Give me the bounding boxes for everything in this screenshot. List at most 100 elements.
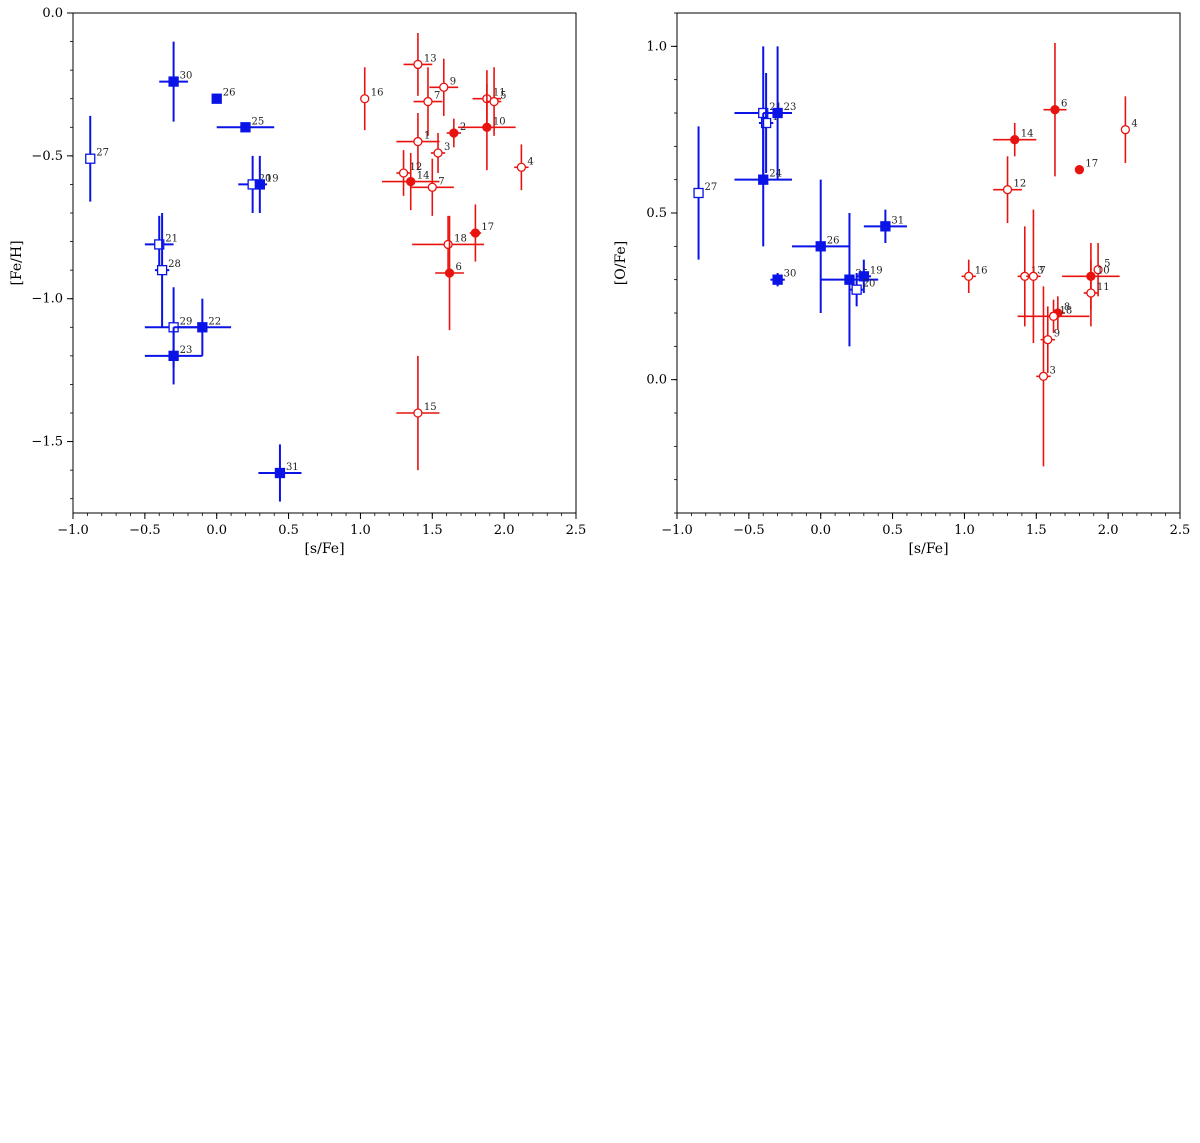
point-label: 24	[769, 169, 782, 180]
circle-marker	[444, 268, 455, 278]
y-tick-label: 0.0	[42, 6, 63, 21]
point-label: 14	[417, 171, 430, 182]
circle-marker	[413, 136, 423, 147]
square-marker	[197, 322, 208, 333]
x-tick-label: 1.5	[422, 523, 443, 538]
data-point-28: 28	[154, 213, 181, 328]
y-tick-label: 0.5	[646, 206, 667, 221]
chart-fe-h: −1.0 −0.5 0.0 0.5 1.0 1.5 2.0 2.50.0−0.5−1.0−1.…	[9, 6, 587, 557]
circle-marker	[433, 148, 443, 158]
point-label: 26	[223, 88, 236, 99]
plot-frame	[676, 12, 1181, 514]
data-point-3: 3	[430, 133, 450, 173]
data-point-30: 30	[770, 269, 796, 287]
data-point-13: 13	[1017, 226, 1044, 327]
y-tick-label: 1.0	[646, 39, 667, 54]
data-point-11: 11	[1083, 259, 1110, 327]
circle-marker	[1093, 265, 1103, 275]
circle-marker	[516, 162, 527, 172]
data-point-14: 14	[381, 153, 440, 211]
data-point-25: 25	[216, 116, 275, 133]
x-tick-label: 1.0	[954, 523, 975, 538]
circle-marker	[964, 271, 974, 281]
x-tick-label: −1.0	[661, 523, 693, 538]
square-marker	[156, 264, 168, 276]
point-label: 2	[460, 122, 466, 133]
data-point-4: 4	[1120, 96, 1138, 163]
x-tick-label: 2.5	[566, 523, 587, 538]
data-point-13: 13	[403, 33, 437, 96]
data-point-30: 30	[159, 41, 193, 122]
circle-marker	[1050, 105, 1060, 115]
x-tick-label: −0.5	[129, 523, 161, 538]
data-point-15: 15	[396, 355, 440, 471]
square-marker	[168, 76, 179, 87]
point-label: 13	[424, 53, 437, 64]
circle-marker	[1086, 288, 1096, 298]
data-point-2: 2	[446, 118, 466, 148]
data-point-16: 16	[961, 259, 988, 293]
square-marker	[772, 107, 783, 119]
data-point-12: 12	[396, 150, 422, 196]
x-tick-label: 2.0	[1098, 523, 1119, 538]
y-tick-label: 0.0	[646, 373, 667, 388]
x-tick-label: −0.5	[733, 523, 765, 538]
point-label: 31	[286, 462, 299, 473]
point-label: 30	[180, 71, 193, 82]
point-label: 26	[827, 235, 840, 246]
point-label: 21	[769, 102, 782, 113]
data-point-3: 3	[1036, 286, 1056, 467]
square-marker	[772, 274, 783, 285]
point-label: 16	[975, 265, 988, 276]
point-label: 7	[438, 176, 444, 187]
circle-marker	[423, 96, 433, 107]
panel-fe-h: −1.0 −0.5 0.0 0.5 1.0 1.5 2.0 2.5 0.0 −0.5 −1.0 −1.…	[0, 0, 600, 569]
point-label: 9	[1054, 329, 1060, 340]
data-point-17: 17	[469, 204, 494, 262]
data-point-31: 31	[258, 444, 302, 502]
data-point-14: 14	[993, 123, 1037, 157]
square-marker	[758, 174, 769, 185]
point-label: 4	[1131, 119, 1137, 130]
point-label: 20	[863, 279, 876, 290]
data-point-5: 5	[1093, 243, 1110, 297]
data-point-9: 9	[1040, 306, 1060, 373]
circle-marker	[482, 122, 492, 132]
point-label: 18	[1060, 305, 1073, 316]
point-label: 25	[251, 116, 264, 127]
circle-marker	[443, 239, 453, 250]
data-point-1: 1	[396, 113, 440, 171]
y-tick-label: −1.0	[31, 292, 63, 307]
data-point-17: 17	[1074, 159, 1098, 175]
circle-marker	[439, 82, 449, 92]
circle-marker	[1048, 311, 1059, 321]
data-point-18: 18	[412, 215, 485, 273]
data-point-27: 27	[693, 126, 717, 260]
point-label: 30	[784, 269, 797, 280]
plot-frame	[72, 12, 577, 514]
y-axis-label: [Fe/H]	[9, 240, 25, 285]
circle-marker	[1038, 371, 1049, 381]
circle-marker	[398, 168, 409, 178]
x-tick-label: 1.5	[1026, 523, 1047, 538]
circle-marker	[449, 128, 459, 138]
data-point-16: 16	[360, 67, 383, 131]
square-marker	[851, 284, 862, 295]
point-label: 3	[444, 142, 450, 153]
point-label: 27	[96, 148, 109, 159]
circle-marker	[413, 59, 423, 70]
point-label: 14	[1021, 129, 1034, 140]
data-point-6: 6	[1043, 43, 1067, 177]
point-label: 1	[424, 131, 430, 142]
data-point-20: 20	[849, 273, 876, 307]
circle-marker	[1028, 271, 1039, 281]
data-point-24: 24	[734, 113, 792, 247]
data-point-21: 21	[144, 215, 178, 273]
point-label: 18	[454, 233, 467, 244]
square-marker	[154, 239, 165, 250]
circle-marker	[360, 94, 370, 104]
x-tick-label: 2.0	[494, 523, 515, 538]
panel-n-fe: −1.0−0.50.00.51.01.52.02.51.51.00.50.0−0…	[600, 4, 1200, 1139]
square-marker	[760, 117, 772, 129]
square-marker	[815, 241, 826, 252]
